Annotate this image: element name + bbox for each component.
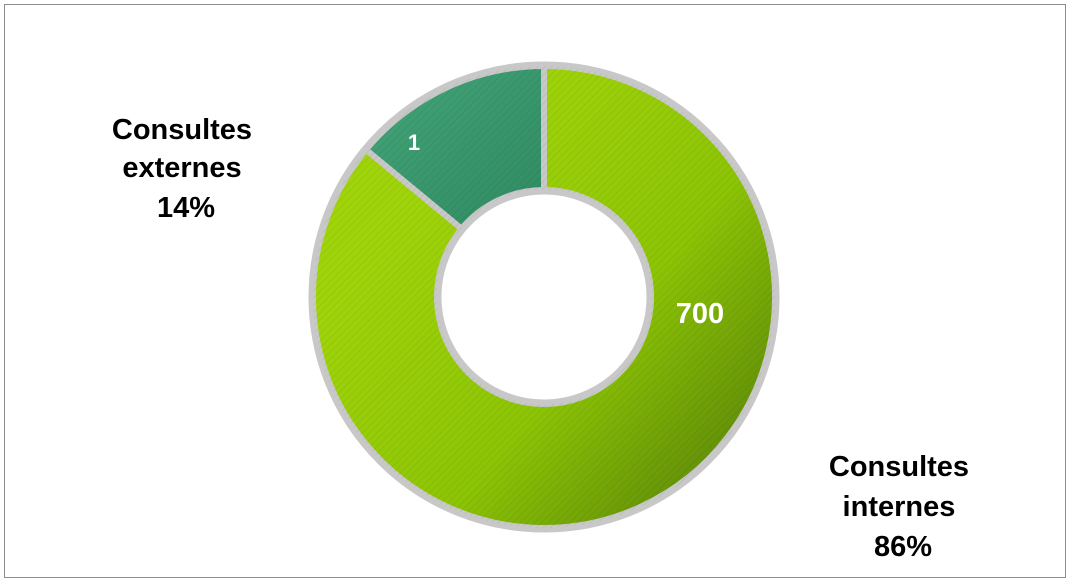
slice-label-external-line2: externes <box>122 152 241 184</box>
data-label-external: 1 <box>408 130 420 155</box>
slice-label-external-line1: Consultes <box>112 114 252 146</box>
donut-inner-ring <box>436 189 652 405</box>
slice-label-external: Consultes externes 14% <box>112 114 260 224</box>
donut-chart: Consultes externes 14% Consultes interne… <box>112 61 977 563</box>
slice-label-internal-line2: internes <box>843 491 956 523</box>
hatch-overlay <box>313 65 775 528</box>
donut-slice-hatch-internal <box>313 66 775 528</box>
slice-label-external-percent: 14% <box>157 192 215 224</box>
chart-frame: Consultes externes 14% Consultes interne… <box>4 4 1066 578</box>
slice-label-internal: Consultes internes 86% <box>829 451 977 563</box>
slice-label-internal-line1: Consultes <box>829 451 969 483</box>
donut-slice-hatch-external <box>366 65 544 229</box>
slice-label-internal-percent: 86% <box>874 531 932 563</box>
data-label-internal: 700 <box>676 298 724 330</box>
